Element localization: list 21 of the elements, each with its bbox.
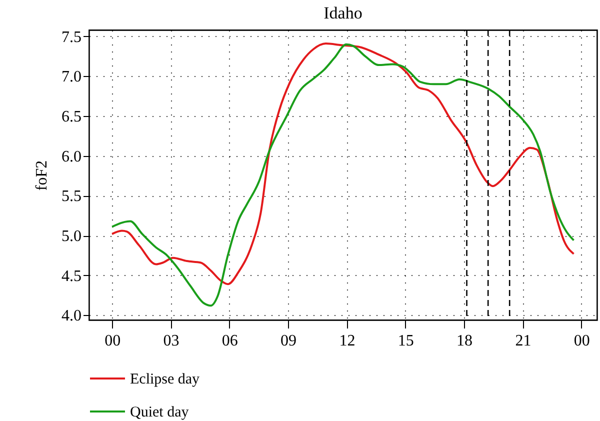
y-tick-label: 4.0	[62, 308, 82, 325]
chart-title: Idaho	[324, 3, 362, 22]
y-tick-label: 4.5	[62, 268, 82, 285]
y-tick-label: 6.0	[62, 148, 82, 166]
x-tick-label: 21	[515, 332, 532, 350]
x-tick-label: 09	[280, 332, 297, 350]
x-tick-label: 03	[163, 332, 180, 350]
y-tick-label: 6.5	[62, 108, 82, 126]
x-tick-label: 15	[398, 332, 414, 350]
x-tick-label: 18	[456, 332, 473, 350]
legend-label: Eclipse day	[130, 372, 200, 388]
y-axis-title: foF2	[34, 160, 50, 191]
y-tick-label: 7.5	[62, 28, 82, 46]
legend-label: Quiet day	[130, 404, 190, 420]
y-tick-label: 5.5	[62, 188, 82, 206]
x-tick-label: 06	[222, 332, 238, 350]
x-tick-label: 00	[104, 332, 121, 350]
x-tick-label: 12	[339, 332, 356, 350]
x-tick-label: 00	[574, 332, 590, 350]
y-tick-label: 5.0	[62, 228, 82, 246]
y-tick-label: 7.0	[62, 68, 82, 86]
